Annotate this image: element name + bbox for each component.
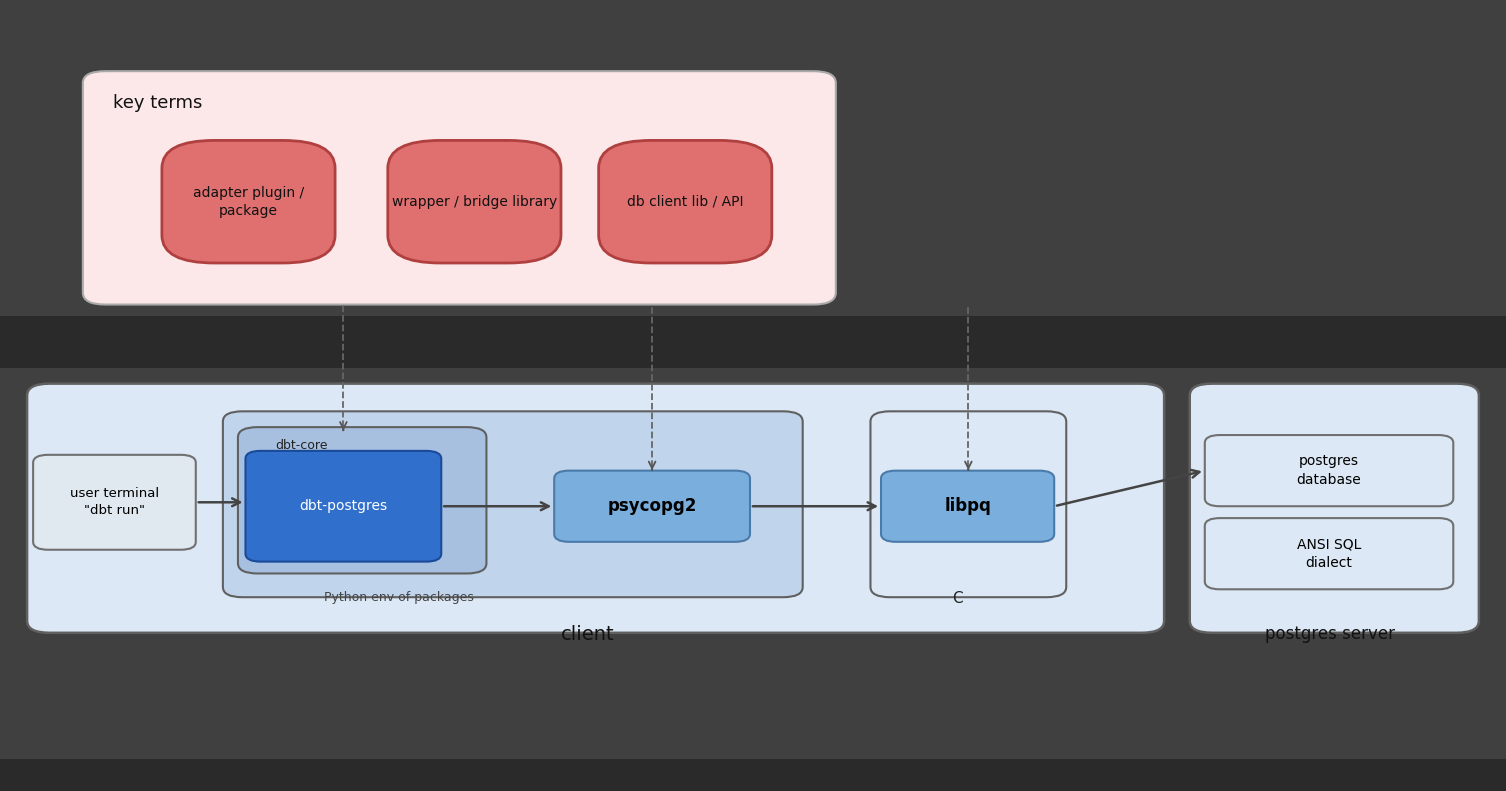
Text: C: C (952, 591, 964, 606)
Text: psycopg2: psycopg2 (607, 498, 697, 515)
Text: db client lib / API: db client lib / API (626, 195, 744, 209)
FancyBboxPatch shape (1205, 435, 1453, 506)
FancyBboxPatch shape (163, 141, 334, 263)
Text: Python env of packages: Python env of packages (324, 591, 474, 604)
Text: dbt-postgres: dbt-postgres (300, 499, 387, 513)
FancyBboxPatch shape (27, 384, 1164, 633)
FancyBboxPatch shape (389, 141, 560, 263)
FancyBboxPatch shape (598, 141, 771, 263)
FancyBboxPatch shape (83, 71, 836, 305)
Text: dbt-core: dbt-core (276, 439, 328, 452)
Bar (0, 316, 1506, 336)
Text: postgres
database: postgres database (1297, 455, 1361, 486)
Bar (0, 352, 1506, 368)
FancyBboxPatch shape (238, 427, 486, 573)
FancyBboxPatch shape (1190, 384, 1479, 633)
FancyBboxPatch shape (554, 471, 750, 542)
Text: ANSI SQL
dialect: ANSI SQL dialect (1297, 538, 1361, 570)
FancyBboxPatch shape (870, 411, 1066, 597)
FancyBboxPatch shape (1205, 518, 1453, 589)
Text: adapter plugin /
package: adapter plugin / package (193, 186, 304, 218)
Bar (0, 759, 1506, 771)
Bar (0, 332, 1506, 352)
FancyBboxPatch shape (33, 455, 196, 550)
FancyBboxPatch shape (881, 471, 1054, 542)
FancyBboxPatch shape (223, 411, 803, 597)
Text: user terminal
"dbt run": user terminal "dbt run" (69, 487, 160, 517)
FancyBboxPatch shape (245, 451, 441, 562)
Text: key terms: key terms (113, 94, 202, 112)
Text: wrapper / bridge library: wrapper / bridge library (392, 195, 557, 209)
Bar (0, 771, 1506, 791)
Text: libpq: libpq (944, 498, 991, 515)
Text: postgres server: postgres server (1265, 625, 1395, 643)
Text: client: client (560, 625, 614, 644)
